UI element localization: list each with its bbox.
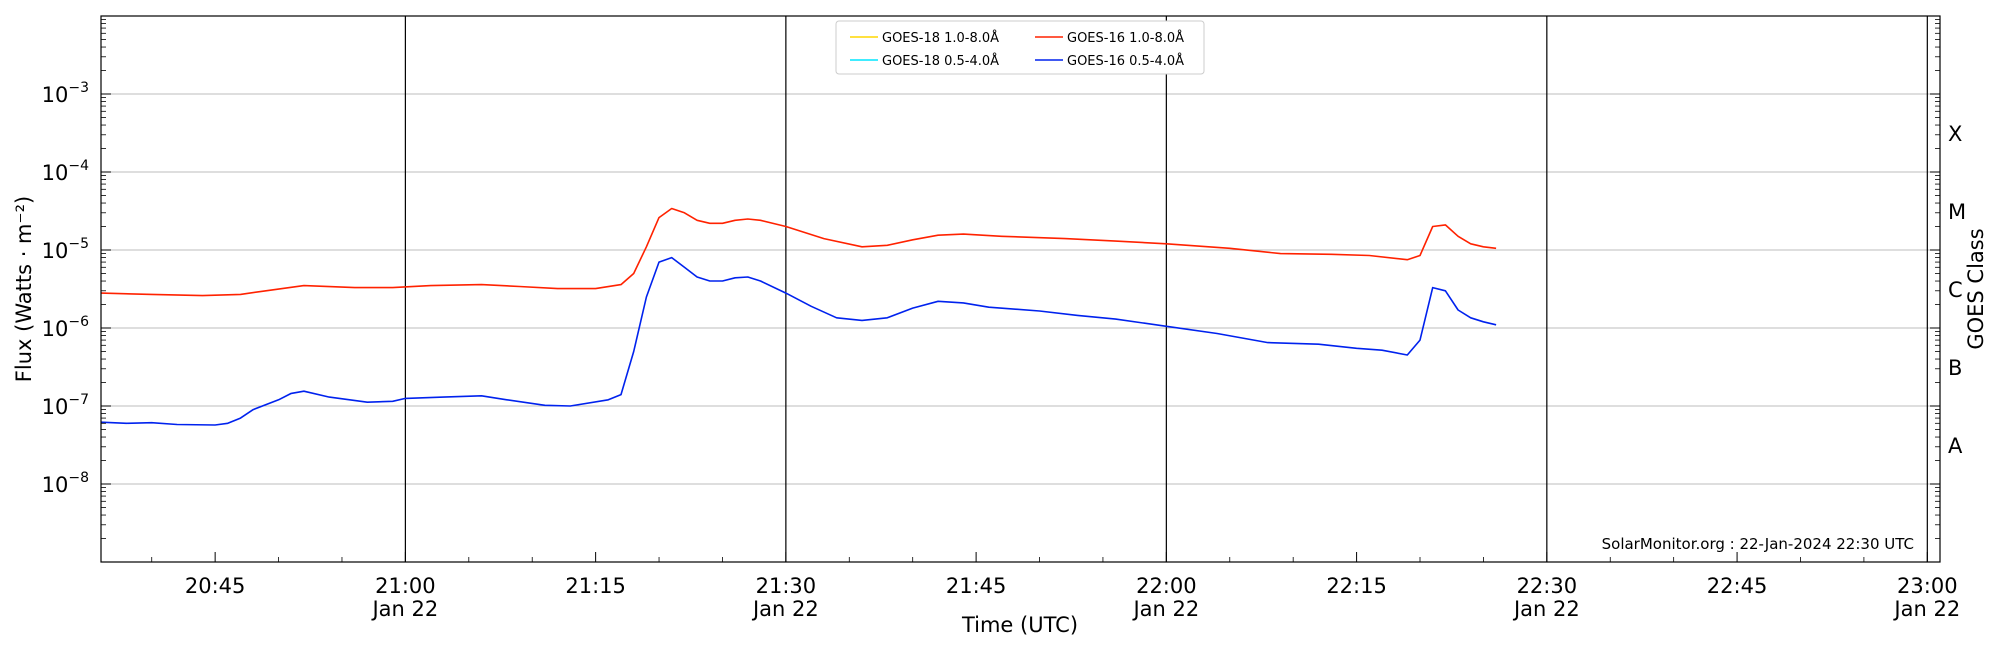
legend-box: [835, 20, 1205, 75]
y-axis-title: Flux (Watts · m⁻²): [12, 196, 36, 382]
legend-entry-label: GOES-18 1.0-8.0Å: [882, 30, 999, 46]
x-tick-label: 20:45: [185, 574, 246, 598]
series-layer: [100, 207, 1497, 426]
legend-entry-label: GOES-16 1.0-8.0Å: [1067, 30, 1184, 46]
x-tick-date-label: Jan 22: [751, 597, 819, 621]
legend: GOES-18 1.0-8.0Å GOES-18 0.5-4.0Å GOES-16 …: [835, 20, 1205, 75]
x-tick-label: 21:00: [375, 574, 436, 598]
goes-class-axis-title: GOES Class: [1964, 228, 1988, 349]
series-line: [100, 256, 1497, 426]
series-line: [100, 207, 1497, 297]
y-tick-label: 10−5: [42, 236, 89, 263]
y-tick-label: 10−3: [42, 80, 89, 107]
y-tick-label: 10−4: [42, 158, 89, 185]
x-tick-label: 22:15: [1326, 574, 1387, 598]
goes-class-label: B: [1948, 356, 1962, 380]
y-tick-label: 10−8: [42, 470, 89, 497]
x-tick-date-label: Jan 22: [1512, 597, 1580, 621]
x-tick-label: 21:45: [946, 574, 1007, 598]
x-tick-label: 21:30: [756, 574, 817, 598]
ticks: [101, 19, 1940, 562]
goes-class-label: A: [1948, 434, 1963, 458]
x-axis-title: Time (UTC): [961, 613, 1078, 637]
goes-class-label: X: [1948, 122, 1962, 146]
x-tick-date-label: Jan 22: [1892, 597, 1960, 621]
y-tick-label: 10−7: [42, 392, 89, 419]
grid: [101, 16, 1940, 562]
y-tick-label: 10−6: [42, 314, 89, 341]
goes-class-label: C: [1948, 278, 1963, 302]
y-axis-tick-labels: 10−8 10−7 10−6 10−5 10−4 10−3: [42, 80, 89, 497]
x-tick-label: 23:00: [1897, 574, 1958, 598]
x-tick-label: 21:15: [565, 574, 626, 598]
legend-entry-label: GOES-18 0.5-4.0Å: [882, 53, 999, 69]
x-tick-date-label: Jan 22: [1131, 597, 1199, 621]
plot-frame: [100, 15, 1941, 563]
x-tick-label: 22:00: [1136, 574, 1197, 598]
x-tick-label: 22:30: [1517, 574, 1578, 598]
x-tick-label: 22:45: [1707, 574, 1768, 598]
x-tick-date-label: Jan 22: [370, 597, 438, 621]
goes-class-labels: A B C M X: [1948, 122, 1966, 458]
source-timestamp-annotation: SolarMonitor.org : 22-Jan-2024 22:30 UTC: [1602, 535, 1914, 553]
goes-class-label: M: [1948, 200, 1966, 224]
legend-entry-label: GOES-16 0.5-4.0Å: [1067, 53, 1184, 69]
